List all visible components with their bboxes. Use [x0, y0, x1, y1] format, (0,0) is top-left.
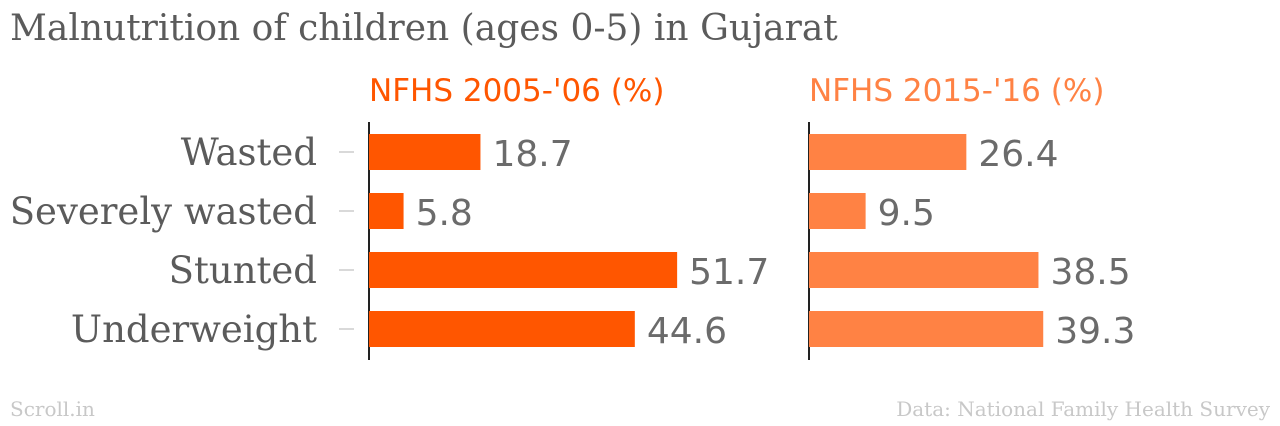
series-header: NFHS 2005-'06 (%) — [369, 73, 664, 109]
chart-title: Malnutrition of children (ages 0-5) in G… — [10, 8, 838, 49]
data-label: 51.7 — [689, 252, 769, 293]
data-label: 26.4 — [978, 134, 1058, 175]
bar — [369, 252, 678, 288]
category-label: Underweight — [71, 308, 317, 351]
data-label: 9.5 — [878, 193, 935, 234]
bar — [809, 193, 866, 229]
category-label: Wasted — [181, 131, 317, 174]
data-label: 44.6 — [647, 311, 727, 352]
bar — [369, 134, 481, 170]
data-label: 38.5 — [1050, 252, 1130, 293]
category-label: Severely wasted — [10, 190, 317, 233]
bar — [809, 134, 967, 170]
category-label: Stunted — [169, 249, 317, 292]
bar — [809, 311, 1044, 347]
source-credit: Data: National Family Health Survey — [896, 397, 1270, 421]
source-brand: Scroll.in — [10, 397, 95, 421]
bar — [809, 252, 1039, 288]
data-label: 18.7 — [492, 134, 572, 175]
bar — [369, 193, 404, 229]
series-header: NFHS 2015-'16 (%) — [809, 73, 1104, 109]
data-label: 5.8 — [416, 193, 473, 234]
data-label: 39.3 — [1055, 311, 1135, 352]
bar — [369, 311, 635, 347]
